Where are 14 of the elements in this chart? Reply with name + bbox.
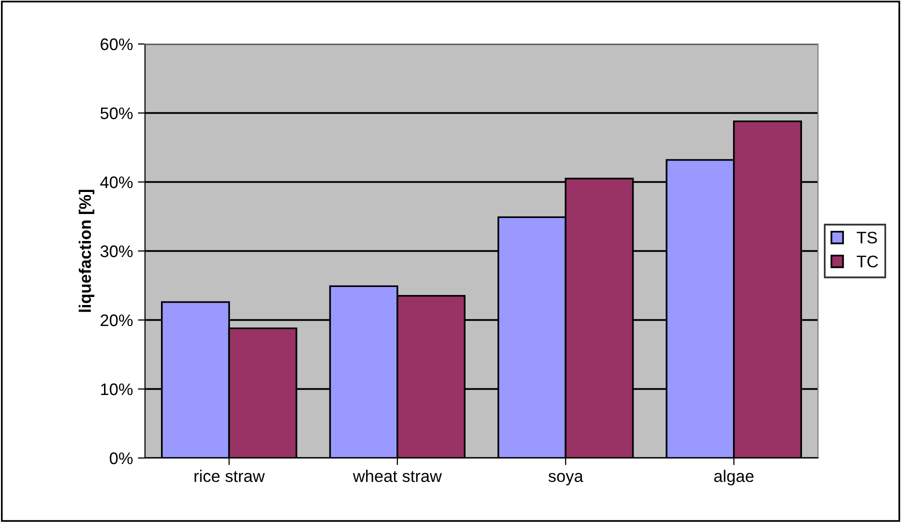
y-axis-title: liquefaction [%] — [78, 190, 94, 312]
y-tick-label: 10% — [101, 383, 133, 396]
x-tick-label: soya — [548, 472, 584, 486]
y-tick-label: 60% — [100, 38, 133, 50]
y-tick-label: 40% — [100, 176, 133, 188]
x-tick-label: wheat straw — [352, 470, 442, 482]
x-tick-label: rice straw — [194, 470, 265, 482]
y-tick-label: 30% — [100, 245, 133, 258]
y-tick-label: 20% — [100, 314, 133, 326]
y-tick-label: 50% — [100, 107, 133, 120]
legend-label: TC — [856, 256, 878, 268]
x-tick-label: algae — [714, 470, 754, 486]
legend-label: TS — [856, 232, 877, 244]
y-tick-label: 0% — [110, 452, 133, 464]
